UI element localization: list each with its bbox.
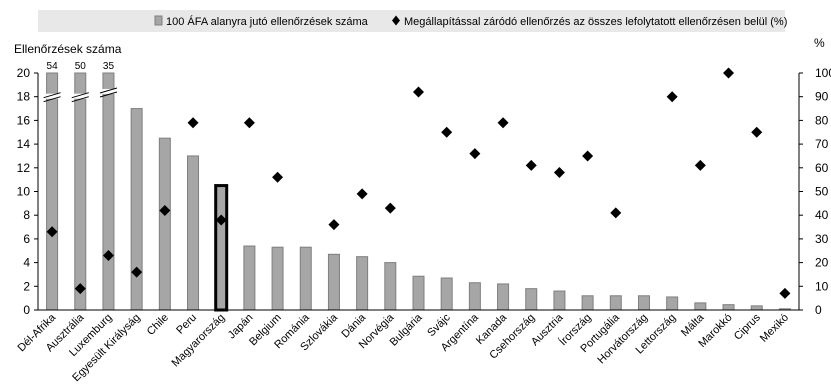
bar xyxy=(440,277,453,311)
bar xyxy=(74,72,87,311)
bar xyxy=(384,262,397,311)
y-right-tick-label: 20 xyxy=(815,256,829,270)
bar xyxy=(243,245,256,311)
bar xyxy=(214,184,229,312)
y-left-tick-label: 18 xyxy=(17,90,31,104)
bar xyxy=(525,288,538,311)
bar xyxy=(187,155,200,311)
marker-point xyxy=(723,67,735,79)
y-right-tick-label: 100 xyxy=(815,66,831,80)
y-right-tick-label: 40 xyxy=(815,208,829,222)
axis-break-gap xyxy=(100,88,116,94)
marker-point xyxy=(215,214,227,226)
axis-break-mark xyxy=(71,96,89,103)
bar-value-label: 54 xyxy=(47,61,59,72)
marker-point xyxy=(525,159,537,171)
marker-point xyxy=(497,117,509,129)
marker-point xyxy=(441,126,453,138)
marker-point xyxy=(751,126,763,138)
axis-break-mark xyxy=(43,96,61,103)
marker-point xyxy=(243,117,255,129)
bar xyxy=(609,295,622,311)
bar xyxy=(158,137,171,311)
legend-marker-swatch xyxy=(392,15,400,26)
y-right-tick-label: 30 xyxy=(815,232,829,246)
x-category-label: Chile xyxy=(145,312,171,338)
marker-point xyxy=(328,219,340,231)
marker-point xyxy=(610,207,622,219)
bar xyxy=(130,108,143,311)
y-right-tick-label: 70 xyxy=(815,137,829,151)
y-right-tick-label: 90 xyxy=(815,90,829,104)
marker-point xyxy=(102,249,114,261)
marker-point xyxy=(779,287,791,299)
axis-break-gap xyxy=(44,93,60,99)
bar xyxy=(102,72,115,311)
bar xyxy=(299,246,312,311)
y-right-tick-label: 80 xyxy=(815,113,829,127)
axis-break-mark xyxy=(43,92,61,99)
y-left-tick-label: 4 xyxy=(23,256,30,270)
bar xyxy=(581,295,594,311)
y-left-tick-label: 20 xyxy=(17,66,31,80)
y-left-tick-label: 0 xyxy=(23,303,30,317)
legend-bar-swatch xyxy=(154,15,163,26)
x-category-label: Peru xyxy=(174,312,199,337)
legend-box xyxy=(38,10,785,32)
y-right-tick-label: 50 xyxy=(815,185,829,199)
marker-point xyxy=(159,204,171,216)
bar xyxy=(722,304,735,311)
marker-point xyxy=(582,150,594,162)
bar-value-label: 35 xyxy=(103,61,115,72)
y-left-tick-label: 6 xyxy=(23,232,30,246)
y-right-tick-label: 60 xyxy=(815,161,829,175)
x-category-label: Bulgária xyxy=(388,311,426,349)
legend-bar-label: 100 ÁFA alanyra jutó ellenőrzések száma xyxy=(166,15,369,28)
marker-point xyxy=(272,171,284,183)
bar xyxy=(356,256,369,311)
marker-point xyxy=(413,86,424,98)
y-left-tick-label: 16 xyxy=(17,113,31,127)
y-right-tick-label: 0 xyxy=(815,303,822,317)
axis-break-gap xyxy=(72,93,88,99)
y-left-tick-label: 10 xyxy=(17,185,31,199)
bar xyxy=(412,275,425,311)
bar xyxy=(750,305,763,311)
y-left-tick-label: 12 xyxy=(17,161,31,175)
marker-point xyxy=(46,226,58,238)
bar xyxy=(497,283,510,311)
marker-point xyxy=(74,283,86,295)
bar xyxy=(271,246,284,311)
bar-value-label: 50 xyxy=(75,61,87,72)
axis-break-mark xyxy=(99,91,118,98)
axis-break-mark xyxy=(99,87,118,94)
y-left-axis-title: Ellenőrzések száma xyxy=(14,42,122,56)
y-right-axis-title: % xyxy=(814,36,825,50)
bar xyxy=(327,253,340,311)
marker-point xyxy=(694,159,706,171)
marker-point xyxy=(553,167,565,179)
bar xyxy=(468,282,481,311)
y-right-tick-label: 10 xyxy=(815,279,829,293)
y-left-tick-label: 14 xyxy=(17,137,31,151)
marker-point xyxy=(469,148,481,160)
marker-point xyxy=(384,202,396,214)
y-left-tick-label: 8 xyxy=(23,208,30,222)
legend-marker-label: Megállapítással záródó ellenőrzés az öss… xyxy=(404,16,787,28)
bar xyxy=(553,290,566,311)
marker-point xyxy=(131,266,143,278)
marker-point xyxy=(666,91,678,103)
marker-point xyxy=(356,188,368,200)
bar xyxy=(637,295,650,311)
axis-break-mark xyxy=(71,92,89,99)
bar xyxy=(694,302,707,311)
x-category-label: Mexikó xyxy=(758,312,791,345)
y-left-tick-label: 2 xyxy=(23,279,30,293)
marker-point xyxy=(187,117,199,129)
bar xyxy=(46,72,59,311)
bar xyxy=(666,296,679,311)
